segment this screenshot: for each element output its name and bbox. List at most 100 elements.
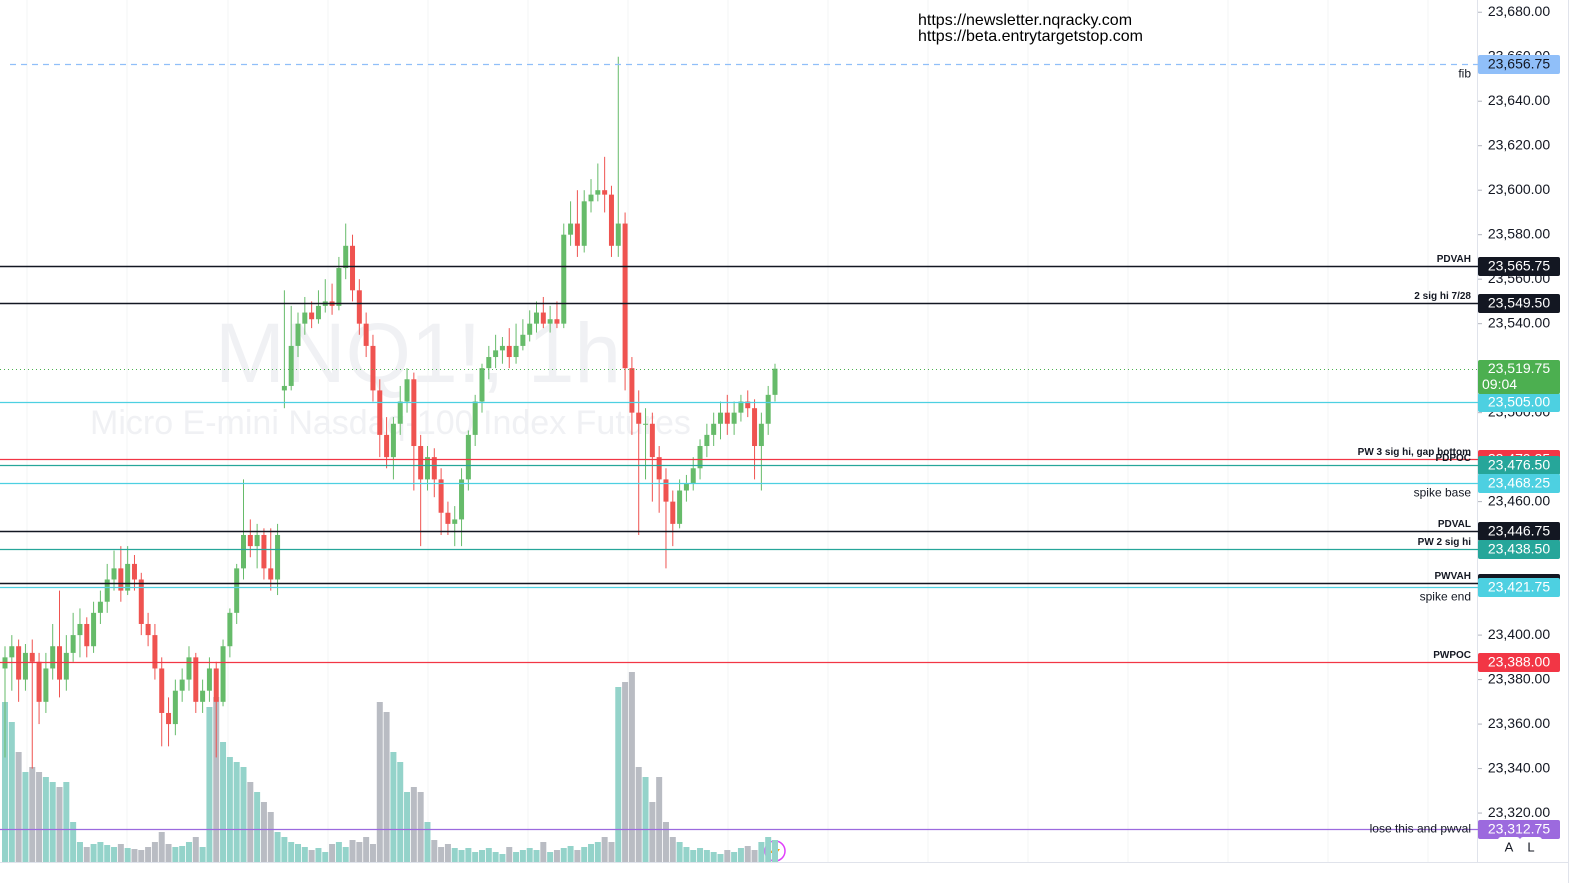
candle-body [172,690,178,725]
volume-bar [560,848,567,862]
candle-body [656,457,662,480]
volume-bar [513,852,520,862]
candle-body [240,534,246,569]
candle-body [97,601,103,613]
candle-body [670,501,676,524]
candle-body [438,479,444,513]
volume-bar [63,782,70,862]
volume-bar [76,842,83,862]
volume-bar [601,837,608,862]
y-tick-label: 23,540.00 [1488,314,1550,330]
candle-body [29,652,35,662]
candle-body [520,334,526,346]
level-label: PDVAH [1437,254,1471,265]
candle-body [602,190,608,195]
volume-bar [301,847,308,862]
candle-body [254,534,260,547]
volume-bar [594,842,601,862]
price-badge [1478,294,1560,313]
watermark-symbol: MNQ1!, 1h [215,306,621,400]
level-label: PWVAH [1435,571,1471,582]
candle-body [731,412,737,424]
volume-bar [295,844,302,862]
price-badge-label: 23,505.00 [1488,394,1550,410]
volume-bar [526,848,533,862]
volume-bar [213,697,220,862]
candle-body [547,319,553,324]
candle-body [629,368,635,413]
button[interactable] [1520,837,1542,859]
candle-body [704,434,710,447]
level-label: spike end [1420,590,1471,604]
volume-bar [676,842,683,862]
volume-bar [758,842,765,862]
candle-body [431,457,437,480]
candle-body [377,390,383,435]
candle-body [247,534,253,547]
volume-bar [390,752,397,862]
volume-bar [56,787,63,862]
button-label[interactable]: L [1527,839,1534,854]
volume-bar [15,752,22,862]
price-badge-label: 23,549.50 [1488,295,1550,311]
price-badge-label: 23,421.75 [1488,579,1550,595]
candle-body [636,412,642,424]
volume-bar [438,847,445,862]
candle-body [138,579,144,624]
price-badge [1478,55,1560,74]
price-badge [1478,820,1560,839]
button-label[interactable]: A [1505,839,1514,854]
candle-body [493,350,499,358]
candle-body [70,635,76,653]
volume-bar [124,848,131,862]
volume-bar [772,840,778,862]
volume-bar [83,847,90,862]
candle-body [63,652,69,680]
volume-bar [656,777,663,862]
volume-bar [662,822,669,862]
link[interactable]: https://beta.entrytargetstop.com [918,28,1143,45]
volume-bar [431,840,438,862]
candle-body [370,345,376,391]
candle-body [554,319,560,324]
volume-bar [710,852,717,862]
y-tick-label: 23,680.00 [1488,3,1550,19]
volume-bar [315,848,322,862]
candle-body [506,345,512,358]
candle-body [411,379,417,447]
volume-bar [492,852,499,862]
candle-body [159,668,165,713]
volume-bar [669,837,676,862]
candle-body [486,357,492,369]
candle-body [534,312,540,324]
volume-bar [697,848,704,862]
volume-bar [206,707,213,862]
volume-bar [267,812,274,862]
y-tick-label: 23,460.00 [1488,492,1550,508]
volume-bar [472,852,479,862]
link[interactable]: https://newsletter.nqracky.com [918,12,1132,29]
volume-bar [642,777,649,862]
candle-body [118,568,124,591]
button[interactable] [1498,837,1520,859]
volume-bar [485,848,492,862]
level-label: spike base [1414,486,1472,500]
volume-bar [179,846,186,862]
candle-body [179,679,185,691]
volume-bar [744,846,751,862]
volume-bar [165,844,172,862]
volume-bar [724,850,731,862]
y-tick-label: 23,320.00 [1488,804,1550,820]
candle-body [561,234,567,324]
volume-bar [90,844,97,862]
volume-bar [288,842,295,862]
volume-bar [49,782,56,862]
candle-body [452,519,458,524]
volume-bar [363,837,370,862]
candle-body [459,479,465,520]
candle-body [568,223,574,235]
volume-bar [567,846,574,862]
candle-body [758,423,764,447]
candle-body [697,446,703,469]
candle-body [343,245,349,269]
